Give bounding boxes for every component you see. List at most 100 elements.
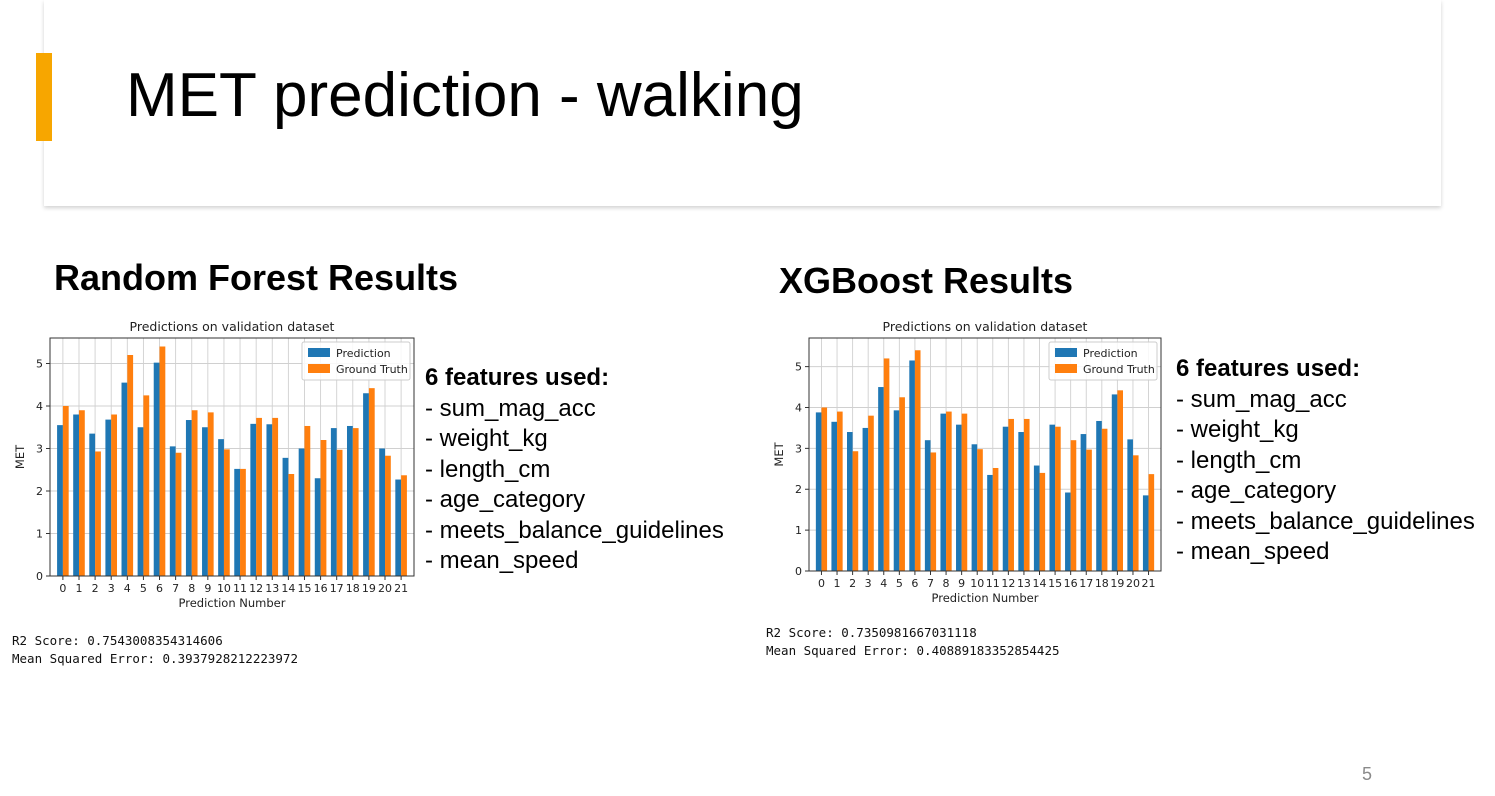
bar-prediction bbox=[346, 425, 353, 576]
bar-ground-truth bbox=[977, 449, 983, 571]
bar-prediction bbox=[987, 474, 993, 571]
bar-prediction bbox=[395, 479, 402, 576]
bar-ground-truth bbox=[821, 407, 828, 571]
bar-prediction bbox=[1002, 426, 1009, 571]
y-tick-label: 1 bbox=[36, 528, 43, 541]
bar-ground-truth bbox=[304, 425, 311, 576]
x-tick-label: 14 bbox=[281, 582, 295, 595]
bar-prediction bbox=[1080, 434, 1087, 571]
legend-swatch bbox=[1055, 348, 1077, 357]
bar-prediction bbox=[1049, 424, 1056, 571]
bar-prediction bbox=[1111, 394, 1118, 571]
rf-heading: Random Forest Results bbox=[54, 257, 459, 298]
x-tick-label: 20 bbox=[378, 582, 392, 595]
rf-feature-item: - mean_speed bbox=[425, 547, 579, 574]
bar-prediction bbox=[1018, 432, 1024, 571]
bar-ground-truth bbox=[111, 414, 118, 576]
bar-prediction bbox=[121, 382, 128, 576]
x-tick-label: 4 bbox=[124, 582, 131, 595]
y-axis-label: MET bbox=[772, 441, 786, 466]
xgb-features-heading: 6 features used: bbox=[1176, 355, 1361, 382]
x-tick-label: 13 bbox=[1017, 577, 1031, 590]
bar-prediction bbox=[1127, 439, 1133, 571]
bar-prediction bbox=[1033, 465, 1040, 571]
x-tick-label: 2 bbox=[92, 582, 99, 595]
bar-ground-truth bbox=[1132, 455, 1139, 571]
plot-frame bbox=[808, 337, 1162, 572]
bar-ground-truth bbox=[899, 397, 905, 571]
x-tick-label: 1 bbox=[75, 582, 82, 595]
xgb-features-list: 6 features used: - sum_mag_acc - weight_… bbox=[1176, 354, 1475, 568]
xgb-mse: Mean Squared Error: 0.40889183352854425 bbox=[766, 643, 1060, 658]
bar-ground-truth bbox=[256, 417, 262, 576]
xgb-feature-item: - sum_mag_acc bbox=[1176, 385, 1347, 413]
bar-ground-truth bbox=[868, 415, 874, 571]
bar-ground-truth bbox=[95, 451, 101, 576]
bar-prediction bbox=[314, 478, 321, 576]
rf-features-list: 6 features used: - sum_mag_acc - weight_… bbox=[425, 363, 724, 577]
x-axis-label: Prediction Number bbox=[179, 596, 286, 610]
bar-ground-truth bbox=[240, 468, 246, 576]
xgb-feature-item: - length_cm bbox=[1176, 446, 1302, 474]
bar-ground-truth bbox=[191, 410, 198, 576]
legend-label: Ground Truth bbox=[1083, 363, 1155, 376]
rf-feature-item: - weight_kg bbox=[425, 425, 548, 452]
x-tick-label: 11 bbox=[233, 582, 247, 595]
plot-frame bbox=[49, 337, 415, 577]
x-tick-label: 10 bbox=[970, 577, 984, 590]
bar-prediction bbox=[893, 410, 900, 571]
legend-label: Prediction bbox=[336, 347, 391, 360]
xgb-feature-item: - weight_kg bbox=[1176, 416, 1299, 443]
bar-prediction bbox=[878, 387, 884, 571]
bar-ground-truth bbox=[992, 467, 999, 571]
bar-prediction bbox=[137, 427, 144, 576]
x-tick-label: 3 bbox=[108, 582, 115, 595]
legend-label: Ground Truth bbox=[336, 363, 408, 376]
x-tick-label: 4 bbox=[880, 577, 887, 590]
rf-r2-score: R2 Score: 0.7543008354314606 bbox=[12, 633, 223, 648]
bar-prediction bbox=[330, 428, 337, 576]
legend-swatch bbox=[308, 364, 330, 373]
bar-prediction bbox=[1142, 495, 1149, 571]
rf-feature-item: - meets_balance_guidelines bbox=[425, 516, 724, 544]
x-tick-label: 21 bbox=[1142, 577, 1156, 590]
y-tick-label: 3 bbox=[795, 442, 802, 455]
bar-prediction bbox=[266, 424, 273, 576]
bar-ground-truth bbox=[143, 395, 150, 576]
x-tick-label: 19 bbox=[362, 582, 376, 595]
x-tick-label: 16 bbox=[1064, 577, 1078, 590]
bar-ground-truth bbox=[62, 406, 69, 576]
bar-prediction bbox=[105, 419, 112, 576]
bar-prediction bbox=[89, 433, 96, 576]
chart-title: Predictions on validation dataset bbox=[130, 319, 335, 334]
bar-ground-truth bbox=[223, 449, 230, 576]
xgb-heading: XGBoost Results bbox=[779, 260, 1074, 301]
x-tick-label: 15 bbox=[1048, 577, 1062, 590]
x-tick-label: 11 bbox=[986, 577, 1000, 590]
bar-prediction bbox=[202, 427, 208, 576]
bar-prediction bbox=[940, 413, 947, 571]
x-tick-label: 14 bbox=[1033, 577, 1047, 590]
page-number: 5 bbox=[1362, 764, 1373, 784]
bar-prediction bbox=[218, 439, 224, 576]
x-tick-label: 3 bbox=[865, 577, 872, 590]
bar-ground-truth bbox=[175, 452, 182, 576]
y-tick-label: 2 bbox=[795, 483, 802, 496]
bar-ground-truth bbox=[1055, 426, 1061, 571]
bar-prediction bbox=[1065, 492, 1071, 571]
bar-ground-truth bbox=[385, 455, 391, 576]
rf-metrics: R2 Score: 0.7543008354314606 Mean Squared… bbox=[12, 632, 298, 668]
rf-feature-item: - age_category bbox=[425, 486, 586, 513]
bar-ground-truth bbox=[852, 451, 859, 571]
legend-label: Prediction bbox=[1083, 347, 1138, 360]
bar-ground-truth bbox=[883, 358, 890, 571]
bar-prediction bbox=[282, 457, 289, 576]
x-axis-label: Prediction Number bbox=[932, 591, 1039, 605]
y-tick-label: 1 bbox=[795, 524, 802, 537]
x-tick-label: 0 bbox=[59, 582, 66, 595]
y-tick-label: 2 bbox=[36, 485, 43, 498]
x-tick-label: 13 bbox=[265, 582, 279, 595]
x-tick-label: 17 bbox=[330, 582, 344, 595]
xgb-feature-item: - meets_balance_guidelines bbox=[1176, 507, 1475, 535]
rf-mse: Mean Squared Error: 0.3937928212223972 bbox=[12, 651, 298, 666]
